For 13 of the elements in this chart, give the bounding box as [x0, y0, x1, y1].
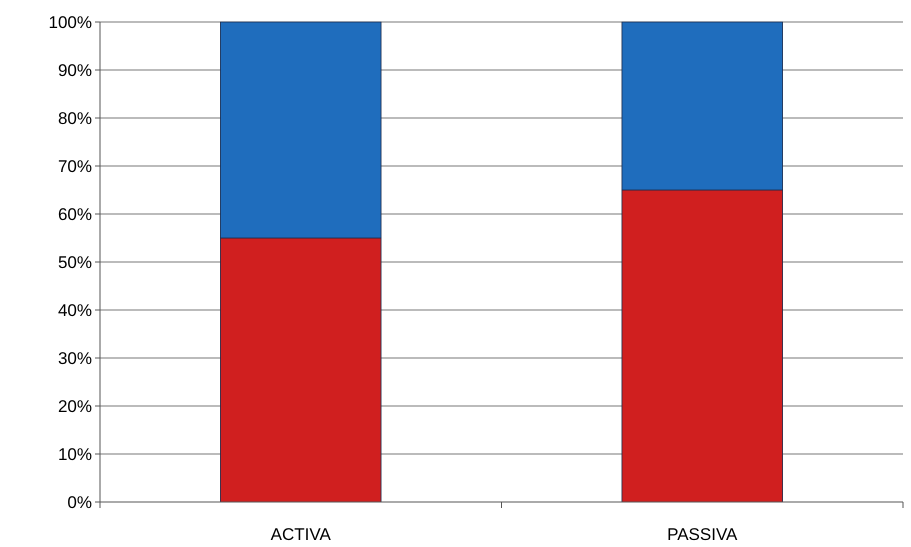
y-tick-label: 50%	[58, 252, 92, 272]
y-tick-label: 30%	[58, 348, 92, 368]
y-tick-label: 100%	[48, 12, 92, 32]
y-tick-label: 70%	[58, 156, 92, 176]
x-tick-label: PASSIVA	[667, 525, 738, 544]
y-tick-label: 60%	[58, 204, 92, 224]
y-tick-label: 20%	[58, 396, 92, 416]
y-tick-label: 80%	[58, 108, 92, 128]
y-tick-label: 40%	[58, 300, 92, 320]
y-tick-label: 90%	[58, 60, 92, 80]
x-tick-label: ACTIVA	[270, 525, 332, 544]
y-tick-label: 0%	[67, 492, 92, 512]
y-tick-label: 10%	[58, 444, 92, 464]
